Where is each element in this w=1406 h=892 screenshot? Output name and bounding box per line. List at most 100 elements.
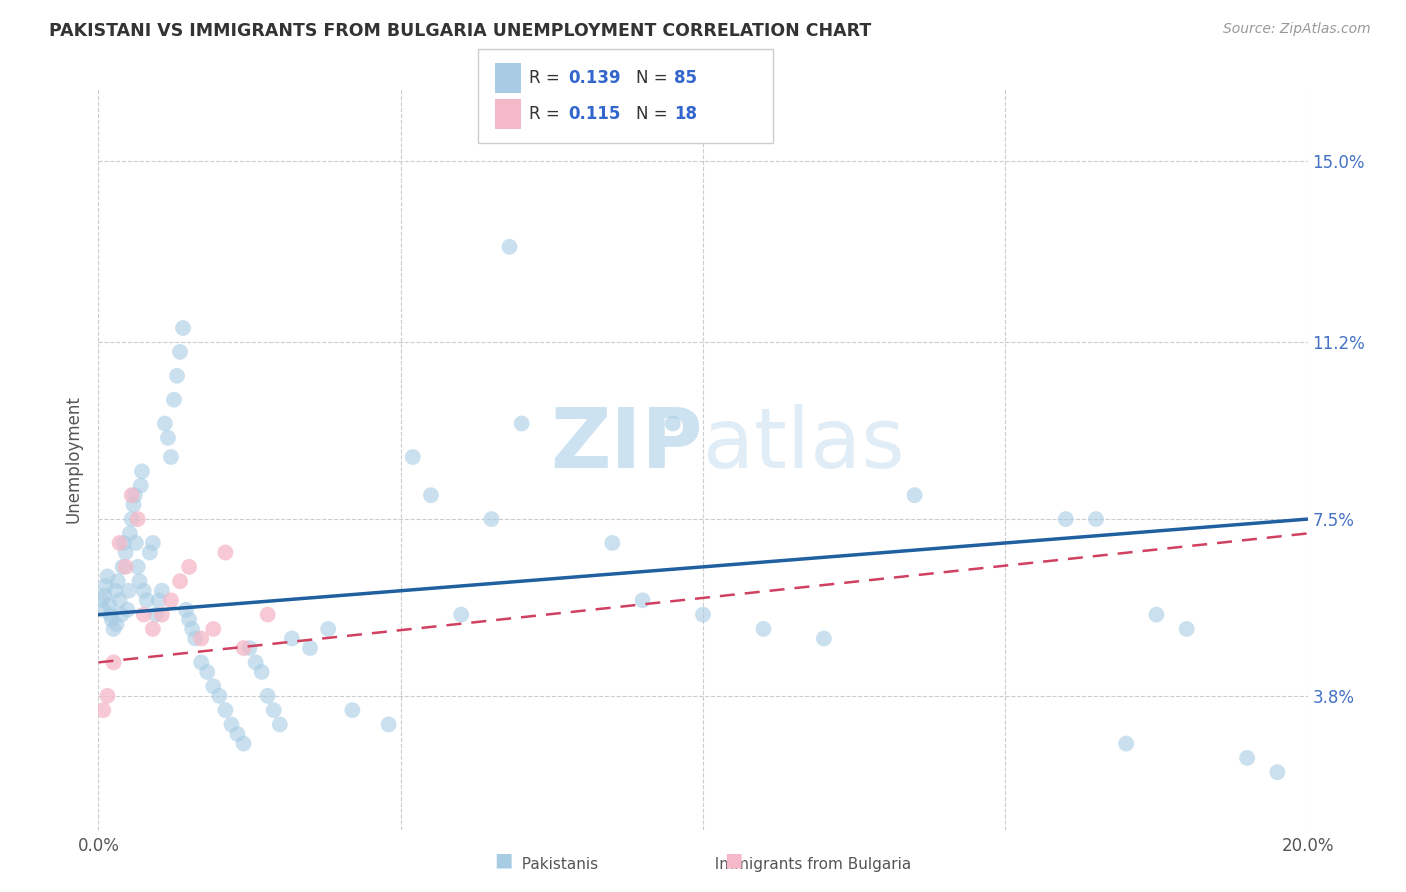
Point [135, 593, 157, 607]
Point [145, 607, 167, 622]
Bar [495, 99, 522, 129]
Point [202, 679, 225, 693]
Point [420, 488, 443, 502]
Point [110, 607, 132, 622]
Point [121, 488, 143, 502]
Point [181, 622, 204, 636]
Point [1236, 751, 1258, 765]
Point [160, 593, 183, 607]
Point [111, 559, 134, 574]
Point [98, 598, 121, 612]
Point [169, 574, 191, 589]
Point [91, 603, 114, 617]
Point [631, 593, 654, 607]
Point [450, 607, 472, 622]
Text: R =: R = [530, 105, 565, 123]
Point [377, 717, 399, 731]
Point [239, 641, 262, 656]
Text: Pakistanis: Pakistanis [512, 857, 599, 872]
Point [184, 632, 207, 646]
Bar [495, 62, 522, 93]
Text: 18: 18 [673, 105, 697, 123]
Text: ■: ■ [494, 851, 513, 870]
Point [172, 321, 194, 335]
Point [256, 607, 278, 622]
Point [121, 512, 143, 526]
Point [139, 545, 162, 559]
Point [402, 450, 425, 464]
Point [150, 607, 173, 622]
Point [1146, 607, 1168, 622]
Point [904, 488, 927, 502]
Text: Immigrants from Bulgaria: Immigrants from Bulgaria [706, 857, 911, 872]
Point [299, 641, 322, 656]
Point [100, 612, 122, 626]
Point [481, 512, 503, 526]
Point [122, 498, 145, 512]
Text: N =: N = [637, 69, 673, 87]
Point [125, 536, 148, 550]
Text: R =: R = [530, 69, 565, 87]
Point [160, 450, 183, 464]
Point [132, 583, 155, 598]
Point [118, 526, 141, 541]
Point [94, 579, 117, 593]
Point [190, 632, 212, 646]
Point [263, 703, 285, 717]
Point [179, 559, 201, 574]
Point [195, 665, 218, 679]
Point [661, 417, 683, 431]
Point [91, 703, 114, 717]
Point [190, 656, 212, 670]
Point [142, 622, 165, 636]
Point [112, 536, 135, 550]
Point [179, 612, 201, 626]
Point [128, 574, 150, 589]
Point [510, 417, 533, 431]
Text: Source: ZipAtlas.com: Source: ZipAtlas.com [1223, 22, 1371, 37]
Point [1054, 512, 1077, 526]
Point [131, 464, 153, 478]
Text: PAKISTANI VS IMMIGRANTS FROM BULGARIA UNEMPLOYMENT CORRELATION CHART: PAKISTANI VS IMMIGRANTS FROM BULGARIA UN… [49, 22, 872, 40]
Point [214, 703, 236, 717]
Point [316, 622, 339, 636]
Point [813, 632, 835, 646]
Text: 0.139: 0.139 [568, 69, 621, 87]
Point [153, 417, 176, 431]
Point [104, 583, 127, 598]
Point [127, 559, 149, 574]
Point [100, 607, 122, 622]
Point [245, 656, 267, 670]
Point [148, 593, 170, 607]
Point [202, 622, 225, 636]
Point [114, 545, 136, 559]
Point [1267, 765, 1289, 780]
Point [108, 593, 131, 607]
Point [1085, 512, 1108, 526]
Point [250, 665, 273, 679]
Text: 0.115: 0.115 [568, 105, 620, 123]
Text: ZIP: ZIP [551, 404, 703, 485]
Point [1175, 622, 1198, 636]
Point [103, 656, 125, 670]
Point [142, 536, 165, 550]
Point [169, 345, 191, 359]
Point [118, 583, 141, 598]
Point [108, 536, 131, 550]
Point [105, 617, 128, 632]
Point [150, 583, 173, 598]
Point [93, 589, 115, 603]
Point [281, 632, 304, 646]
Point [342, 703, 364, 717]
Point [221, 717, 243, 731]
Point [96, 689, 118, 703]
Point [107, 574, 129, 589]
Point [498, 240, 520, 254]
Point [232, 737, 254, 751]
Point [174, 603, 197, 617]
Point [132, 607, 155, 622]
Point [129, 478, 152, 492]
Point [124, 488, 146, 502]
Point [214, 545, 236, 559]
Point [232, 641, 254, 656]
